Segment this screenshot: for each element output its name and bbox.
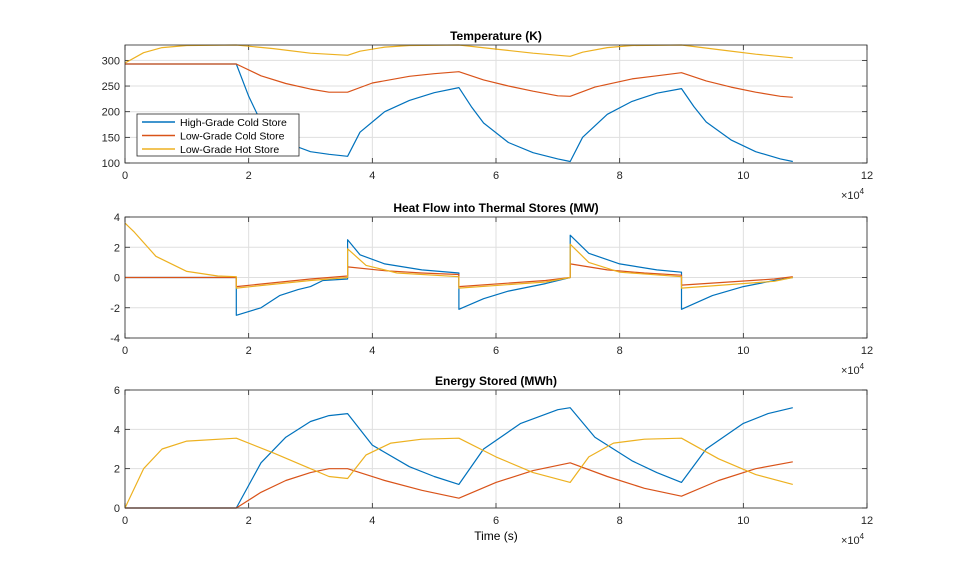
x-exponent-label: ×104 — [841, 532, 865, 547]
chart-title: Energy Stored (MWh) — [435, 374, 557, 388]
y-tick-label: 300 — [102, 55, 120, 67]
x-tick-label: 6 — [493, 515, 499, 527]
chart-title: Temperature (K) — [450, 29, 542, 43]
series-line-low-grade-cold-store — [125, 461, 793, 509]
axes-box — [124, 216, 868, 339]
y-tick-label: 2 — [114, 464, 120, 476]
x-tick-label: 12 — [861, 515, 873, 527]
x-tick-label: 6 — [493, 345, 499, 357]
x-exponent-power: 4 — [860, 532, 865, 541]
x-exponent-label: ×104 — [841, 362, 865, 377]
y-tick-label: 0 — [114, 273, 120, 285]
x-tick-label: 10 — [737, 345, 749, 357]
series-line-high-grade-cold-store — [125, 63, 793, 163]
axes-3: 0 2 4 6 8 10 12 0 2 4 6 Energy Stored (MWh) ×104 Time… — [114, 374, 873, 547]
x-tick-label: 10 — [737, 515, 749, 527]
legend: High-Grade Cold Store Low-Grade Cold Stor… — [136, 113, 300, 157]
x-exponent-power: 4 — [860, 187, 865, 196]
axes-box — [124, 389, 868, 509]
x-tick-label: 4 — [369, 170, 375, 182]
y-tick-label: -4 — [110, 333, 120, 345]
x-tick-label: 0 — [122, 515, 128, 527]
series-line-low-grade-hot-store — [124, 437, 793, 509]
x-tick-label: 4 — [369, 345, 375, 357]
series-line-high-grade-cold-store — [125, 407, 793, 509]
axes-2: 0 2 4 6 8 10 12 -4 -2 0 2 4 Heat Flow into Thermal S… — [110, 201, 873, 377]
y-tick-label: 4 — [114, 424, 120, 436]
y-tick-label: 200 — [102, 107, 120, 119]
y-tick-label: 100 — [102, 158, 120, 170]
axes-1: 0 2 4 6 8 10 12 100 150 200 250 300 Temperature (K) ×… — [102, 29, 873, 202]
series-line-low-grade-hot-store — [124, 222, 793, 289]
y-tick-label: 150 — [102, 132, 120, 144]
legend-entry: Low-Grade Cold Store — [180, 131, 285, 143]
x-tick-label: 2 — [246, 170, 252, 182]
x-tick-label: 8 — [617, 170, 623, 182]
x-tick-label: 0 — [122, 170, 128, 182]
x-tick-label: 0 — [122, 345, 128, 357]
y-tick-label: 6 — [114, 385, 120, 397]
x-tick-label: 12 — [861, 345, 873, 357]
y-tick-label: 2 — [114, 242, 120, 254]
y-tick-label: -2 — [110, 303, 120, 315]
x-tick-label: 12 — [861, 170, 873, 182]
x-tick-label: 10 — [737, 170, 749, 182]
x-exponent-power: 4 — [860, 362, 865, 371]
y-tick-label: 250 — [102, 81, 120, 93]
x-tick-label: 8 — [617, 345, 623, 357]
y-tick-label: 4 — [114, 212, 120, 224]
x-tick-label: 8 — [617, 515, 623, 527]
x-axis-label: Time (s) — [474, 529, 518, 543]
axes-box — [124, 44, 868, 164]
x-tick-label: 2 — [246, 515, 252, 527]
x-tick-label: 2 — [246, 345, 252, 357]
x-exponent-label: ×104 — [841, 187, 865, 202]
legend-entry: Low-Grade Hot Store — [180, 144, 279, 156]
y-tick-label: 0 — [114, 503, 120, 515]
legend-entry: High-Grade Cold Store — [180, 117, 287, 129]
x-tick-label: 4 — [369, 515, 375, 527]
series-line-low-grade-cold-store — [125, 63, 793, 98]
x-tick-label: 6 — [493, 170, 499, 182]
chart-title: Heat Flow into Thermal Stores (MW) — [393, 201, 598, 215]
